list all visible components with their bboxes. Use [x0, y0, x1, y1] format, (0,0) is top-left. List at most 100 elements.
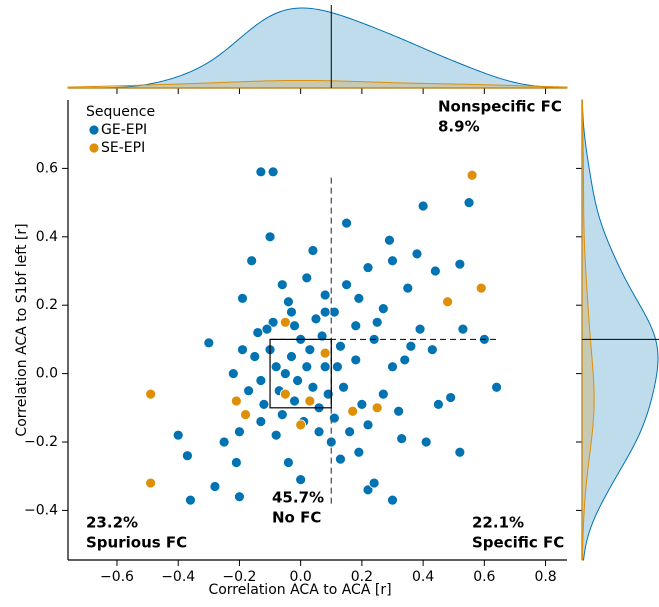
- point: [445, 392, 457, 403]
- point: [316, 330, 328, 342]
- point: [454, 258, 466, 270]
- point: [307, 381, 319, 393]
- point: [341, 279, 352, 291]
- point: [417, 200, 429, 212]
- point: [420, 436, 432, 448]
- point: [255, 166, 267, 178]
- point: [145, 388, 157, 400]
- point: [429, 265, 441, 277]
- point: [264, 231, 276, 243]
- x-tick-label: 0.8: [534, 569, 556, 585]
- point: [304, 344, 316, 356]
- annotation: 45.7%: [272, 489, 324, 507]
- point: [203, 337, 215, 349]
- point: [319, 289, 331, 301]
- y-kde: [581, 99, 659, 561]
- x-tick-label: −0.4: [161, 569, 195, 585]
- y-tick-label: 0.2: [36, 297, 58, 313]
- point: [267, 316, 279, 328]
- point: [234, 491, 245, 503]
- point: [240, 409, 251, 421]
- point: [396, 433, 408, 444]
- point: [249, 351, 261, 362]
- point: [319, 306, 331, 318]
- point: [491, 381, 502, 393]
- point: [454, 446, 466, 458]
- point: [362, 484, 374, 496]
- point: [411, 248, 423, 260]
- legend-title: Sequence: [86, 104, 155, 120]
- point: [362, 262, 374, 273]
- x-tick-label: 0.6: [473, 569, 495, 585]
- point: [255, 416, 267, 427]
- point: [234, 426, 245, 438]
- legend-label: GE-EPI: [101, 122, 147, 138]
- point: [261, 323, 273, 335]
- point: [310, 313, 322, 325]
- point: [270, 429, 282, 441]
- point: [331, 361, 343, 373]
- point: [218, 436, 230, 448]
- annotation: No FC: [272, 509, 321, 527]
- x-tick-label: −0.2: [222, 569, 256, 585]
- point: [286, 351, 297, 362]
- point: [267, 166, 279, 178]
- y-tick-label: 0.6: [36, 160, 58, 176]
- point: [353, 292, 365, 304]
- annotation: Specific FC: [472, 534, 564, 552]
- point: [255, 375, 267, 386]
- point: [368, 477, 380, 489]
- x-tick-label: 0.0: [290, 569, 312, 585]
- y-tick-label: −0.2: [24, 434, 58, 450]
- point: [292, 375, 304, 386]
- point: [304, 395, 316, 407]
- point: [227, 368, 239, 380]
- point: [252, 327, 264, 338]
- point: [371, 402, 383, 414]
- point: [279, 368, 291, 380]
- point: [209, 481, 221, 492]
- point: [276, 279, 288, 291]
- y-tick-label: 0.4: [36, 229, 58, 245]
- point: [426, 344, 438, 356]
- point: [335, 340, 346, 352]
- point: [185, 494, 196, 506]
- point: [276, 409, 288, 421]
- point: [402, 282, 414, 294]
- point: [414, 323, 426, 335]
- point: [362, 419, 374, 431]
- point: [289, 395, 300, 407]
- point: [335, 453, 346, 465]
- point: [319, 361, 331, 373]
- annotation: 8.9%: [438, 118, 480, 136]
- legend-label: SE-EPI: [101, 140, 145, 156]
- point: [237, 344, 248, 356]
- no-fc-box: [269, 338, 332, 409]
- point: [466, 169, 478, 181]
- x-tick-label: 0.2: [351, 569, 373, 585]
- y-axis-label: Correlation ACA to S1bf left [r]: [14, 223, 30, 436]
- point: [313, 426, 325, 438]
- annotation: 22.1%: [472, 514, 524, 532]
- point: [347, 405, 359, 417]
- point: [384, 234, 395, 246]
- point: [172, 429, 184, 441]
- x-tick-label: −0.6: [100, 569, 134, 585]
- point: [258, 398, 270, 410]
- annotation: Nonspecific FC: [438, 98, 562, 116]
- point: [377, 303, 389, 315]
- point: [307, 245, 319, 256]
- point: [181, 450, 193, 462]
- point: [356, 398, 368, 410]
- point: [399, 354, 411, 366]
- point: [377, 388, 389, 400]
- point: [344, 426, 356, 438]
- point: [350, 320, 362, 332]
- annotation: 23.2%: [86, 514, 138, 532]
- point: [246, 255, 258, 267]
- point: [405, 340, 417, 352]
- x-kde: [67, 7, 568, 89]
- point: [283, 296, 294, 308]
- point: [371, 316, 383, 328]
